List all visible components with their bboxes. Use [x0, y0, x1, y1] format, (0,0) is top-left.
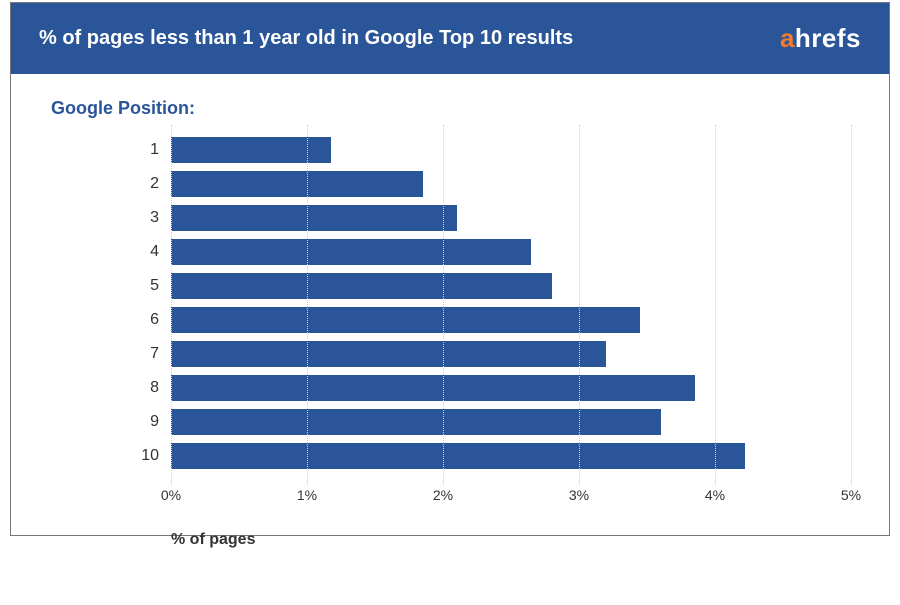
- bar: [171, 171, 423, 197]
- ahrefs-logo: ahrefs: [780, 23, 861, 54]
- x-tick-label: 5%: [841, 487, 861, 503]
- bar-category-label: 5: [59, 277, 159, 295]
- bar-row: 10: [171, 439, 851, 473]
- x-tick-label: 4%: [705, 487, 725, 503]
- bar-category-label: 4: [59, 243, 159, 261]
- bar-row: 2: [171, 167, 851, 201]
- bar-category-label: 8: [59, 379, 159, 397]
- bar-row: 3: [171, 201, 851, 235]
- chart-header: % of pages less than 1 year old in Googl…: [11, 3, 889, 74]
- bar: [171, 375, 695, 401]
- x-tick-label: 1%: [297, 487, 317, 503]
- bar-row: 1: [171, 133, 851, 167]
- bar-row: 8: [171, 371, 851, 405]
- bar: [171, 307, 640, 333]
- bar-category-label: 7: [59, 345, 159, 363]
- bar-category-label: 2: [59, 175, 159, 193]
- bar-row: 6: [171, 303, 851, 337]
- chart-body: Google Position: 12345678910 0%1%2%3%4%5…: [11, 74, 889, 535]
- bar-category-label: 1: [59, 141, 159, 159]
- bar-row: 9: [171, 405, 851, 439]
- chart-plot-area: 12345678910 0%1%2%3%4%5% % of pages: [171, 125, 851, 525]
- bar: [171, 205, 457, 231]
- grid-line: [715, 125, 716, 485]
- x-tick-label: 3%: [569, 487, 589, 503]
- x-tick-label: 2%: [433, 487, 453, 503]
- grid-line: [579, 125, 580, 485]
- grid-line: [851, 125, 852, 485]
- grid-line: [171, 125, 172, 485]
- chart-subtitle: Google Position:: [51, 98, 849, 119]
- chart-card: % of pages less than 1 year old in Googl…: [10, 2, 890, 536]
- chart-title: % of pages less than 1 year old in Googl…: [39, 27, 573, 50]
- bar-category-label: 3: [59, 209, 159, 227]
- bar-row: 5: [171, 269, 851, 303]
- grid-line: [307, 125, 308, 485]
- logo-rest: hrefs: [795, 23, 861, 54]
- bar-category-label: 10: [59, 447, 159, 465]
- bar: [171, 273, 552, 299]
- bar: [171, 239, 531, 265]
- bar-row: 7: [171, 337, 851, 371]
- x-tick-label: 0%: [161, 487, 181, 503]
- bar: [171, 409, 661, 435]
- x-ticks-container: 0%1%2%3%4%5%: [171, 487, 851, 507]
- bar-category-label: 9: [59, 413, 159, 431]
- grid-line: [443, 125, 444, 485]
- logo-a: a: [780, 23, 795, 54]
- bar-category-label: 6: [59, 311, 159, 329]
- x-axis-title: % of pages: [171, 531, 255, 549]
- bar-row: 4: [171, 235, 851, 269]
- bar: [171, 443, 745, 469]
- bar: [171, 341, 606, 367]
- bars-container: 12345678910: [171, 133, 851, 473]
